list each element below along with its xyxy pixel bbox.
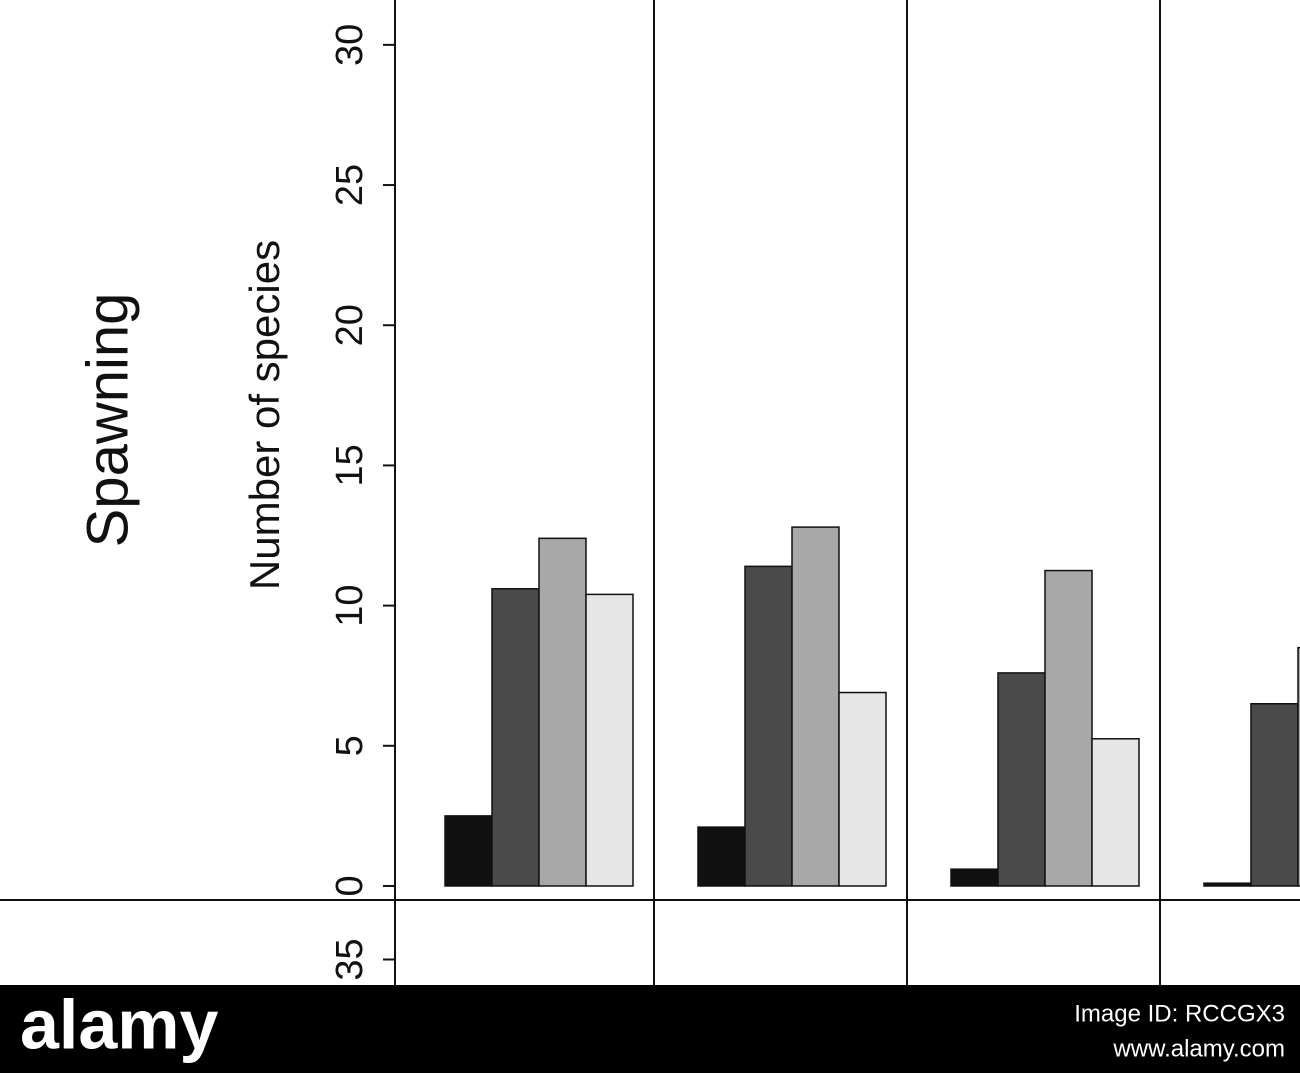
y-tick-label: 10	[329, 584, 371, 626]
bar	[491, 588, 540, 887]
bar	[1297, 646, 1300, 887]
watermark-id: Image ID: RCCGX3	[1074, 1000, 1285, 1027]
watermark-bar	[0, 985, 1300, 1073]
bar	[1250, 702, 1299, 887]
bar	[444, 815, 493, 887]
y-tick-label: 30	[329, 24, 371, 66]
watermark-url: www.alamy.com	[1112, 1035, 1285, 1062]
bar	[838, 691, 887, 887]
watermark-logo: alamy	[20, 985, 219, 1063]
bar	[744, 565, 793, 887]
bar	[1044, 569, 1093, 887]
bar	[1203, 882, 1252, 887]
bar	[585, 593, 634, 887]
bar	[791, 526, 840, 887]
bar	[697, 826, 746, 887]
bar	[950, 868, 999, 887]
y-tick-label: 5	[329, 735, 371, 756]
y-tick-label: 25	[329, 164, 371, 206]
bar	[997, 672, 1046, 887]
bar	[538, 537, 587, 887]
bar	[1091, 738, 1140, 887]
y-tick-label: 0	[329, 875, 371, 896]
chart-title: Spawning	[75, 293, 140, 548]
y-axis-title: Number of species	[241, 240, 288, 590]
y-tick-label: 35	[329, 938, 371, 980]
y-tick-label: 20	[329, 304, 371, 346]
y-tick-label: 15	[329, 444, 371, 486]
